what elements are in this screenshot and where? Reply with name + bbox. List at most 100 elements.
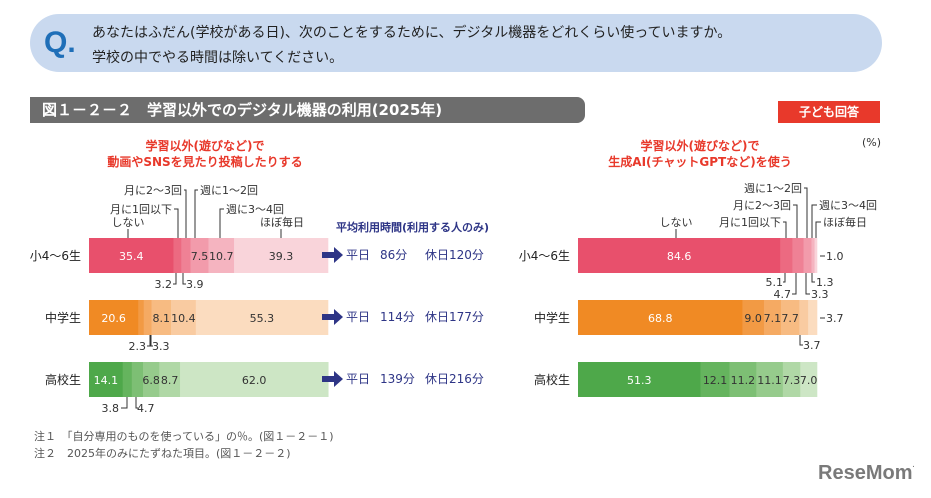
leader-line bbox=[783, 273, 786, 283]
leader-line bbox=[811, 204, 817, 238]
bar-segment bbox=[756, 362, 784, 397]
data-label: 11.1 bbox=[757, 374, 782, 387]
leader-line bbox=[173, 273, 177, 285]
leader-line bbox=[793, 204, 798, 238]
leader-line bbox=[219, 208, 224, 238]
bar-segment bbox=[808, 300, 818, 335]
bar-segment bbox=[143, 362, 160, 397]
leader-line bbox=[805, 273, 810, 295]
bar-segment bbox=[799, 300, 809, 335]
unit-label: (%) bbox=[862, 136, 881, 149]
row-label: 小4～6生 bbox=[519, 249, 570, 263]
bar-segment bbox=[122, 362, 133, 397]
data-label: 7.3 bbox=[783, 374, 801, 387]
left-chart-title-2: 動画やSNSを見たり投稿したりする bbox=[107, 154, 302, 169]
leader-line bbox=[121, 397, 128, 409]
weekday-time: 114分 bbox=[380, 310, 415, 324]
leader-line bbox=[147, 335, 151, 347]
bar-segment bbox=[89, 362, 123, 397]
category-label: 月に1回以下 bbox=[110, 203, 172, 216]
weekday-label: 平日 bbox=[346, 372, 370, 386]
row-label: 高校生 bbox=[534, 372, 570, 387]
leader-line bbox=[150, 335, 153, 347]
bar-segment bbox=[800, 362, 818, 397]
leader-line bbox=[799, 335, 803, 346]
data-label: 35.4 bbox=[119, 250, 144, 263]
bar-segment bbox=[782, 362, 801, 397]
bar-segment bbox=[138, 300, 145, 335]
leader-line bbox=[804, 187, 808, 238]
bar-segment bbox=[811, 238, 815, 273]
weekday-time: 139分 bbox=[380, 372, 415, 386]
holiday-time: 休日120分 bbox=[425, 248, 484, 262]
question-box: Q. あなたはふだん(学校がある日)、次のことをするために、デジタル機器をどれく… bbox=[30, 14, 882, 72]
arrow-icon bbox=[322, 247, 343, 263]
bar-segment bbox=[578, 300, 743, 335]
leader-line bbox=[135, 397, 138, 409]
data-label: 3.9 bbox=[186, 278, 204, 291]
bar-segment bbox=[180, 362, 329, 397]
data-label: 12.1 bbox=[703, 374, 728, 387]
category-label: しない bbox=[660, 216, 693, 229]
bar-segment bbox=[578, 362, 701, 397]
data-label: 3.8 bbox=[102, 402, 120, 415]
question-line-2: 学校の中でやる時間は除いてください。 bbox=[92, 50, 344, 66]
bar-segment bbox=[173, 238, 182, 273]
bar-segment bbox=[814, 238, 818, 273]
data-label: 1.3 bbox=[816, 276, 834, 289]
data-label: 6.8 bbox=[142, 374, 160, 387]
category-label: 月に1回以下 bbox=[719, 216, 781, 229]
bar-segment bbox=[151, 300, 172, 335]
data-label: 1.0 bbox=[826, 250, 844, 263]
bar-segment bbox=[159, 362, 181, 397]
bar-segment bbox=[780, 300, 800, 335]
data-label: 14.1 bbox=[94, 374, 119, 387]
leader-line bbox=[194, 189, 198, 238]
category-label: ほぼ毎日 bbox=[260, 216, 304, 229]
holiday-time: 休日177分 bbox=[425, 310, 484, 324]
note-1: 注１ 「自分専用のものを使っている」の％。(図１－２－１) bbox=[34, 430, 334, 443]
data-label: 8.1 bbox=[153, 312, 171, 325]
data-label: 68.8 bbox=[648, 312, 673, 325]
category-label: 月に2～3回 bbox=[124, 184, 182, 197]
data-label: 51.3 bbox=[627, 374, 652, 387]
leader-line bbox=[184, 189, 187, 238]
right-chart-title-1: 学習以外(遊びなど)で bbox=[641, 138, 760, 153]
bar-segment bbox=[803, 238, 812, 273]
bar-segment bbox=[89, 238, 174, 273]
bar-segment bbox=[578, 238, 781, 273]
question-mark: Q. bbox=[44, 26, 76, 59]
data-label: 84.6 bbox=[667, 250, 692, 263]
bar-segment bbox=[742, 300, 765, 335]
data-label: 10.4 bbox=[171, 312, 196, 325]
leader-line bbox=[792, 273, 797, 295]
bar-segment bbox=[170, 300, 197, 335]
figure-title: 図１－２－２ 学習以外でのデジタル機器の利用(2025年) bbox=[30, 97, 585, 123]
row-label: 高校生 bbox=[45, 372, 81, 387]
row-label: 中学生 bbox=[534, 310, 570, 325]
leader-line bbox=[174, 208, 179, 238]
row-label: 小4～6生 bbox=[30, 249, 81, 263]
data-label: 3.2 bbox=[155, 278, 173, 291]
data-label: 4.7 bbox=[137, 402, 155, 415]
leader-line bbox=[815, 221, 821, 238]
bar-segment bbox=[763, 300, 782, 335]
bar-segment bbox=[729, 362, 757, 397]
data-label: 7.7 bbox=[781, 312, 799, 325]
leader-line bbox=[182, 273, 186, 285]
bar-segment bbox=[234, 238, 329, 273]
category-label: 週に1～2回 bbox=[200, 184, 258, 197]
bar-segment bbox=[131, 362, 144, 397]
data-label: 39.3 bbox=[269, 250, 294, 263]
category-label: 週に1～2回 bbox=[744, 182, 802, 195]
data-label: 5.1 bbox=[766, 276, 784, 289]
bar-segment bbox=[181, 238, 191, 273]
arrow-icon bbox=[322, 371, 343, 387]
data-label: 9.0 bbox=[744, 312, 762, 325]
data-label: 20.6 bbox=[101, 312, 126, 325]
bar-segment bbox=[792, 238, 804, 273]
bar-segment bbox=[208, 238, 235, 273]
data-label: 7.0 bbox=[800, 374, 818, 387]
bar-segment bbox=[190, 238, 209, 273]
